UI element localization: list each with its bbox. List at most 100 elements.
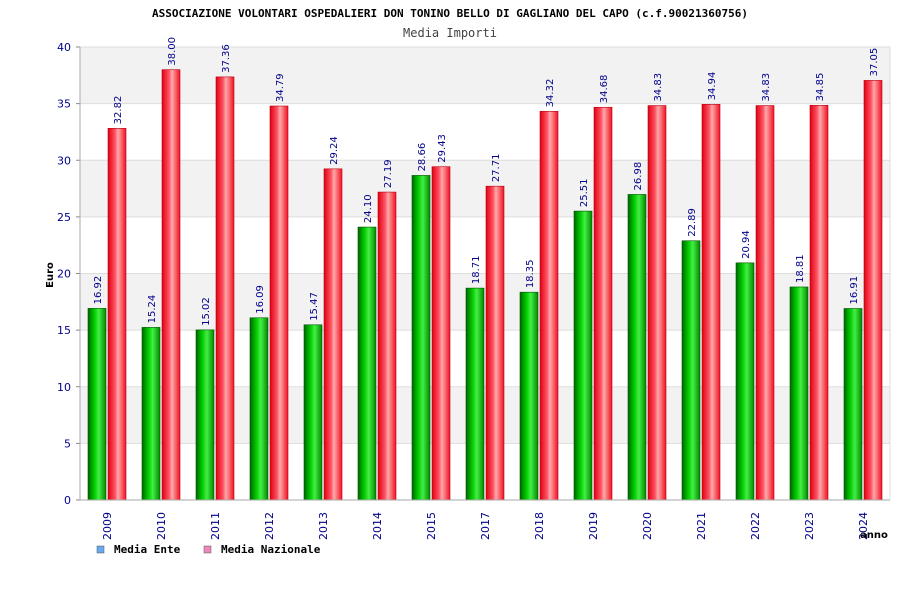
data-label: 29.43 — [437, 134, 448, 163]
data-label: 18.71 — [471, 255, 482, 284]
bar-media-nazionale — [593, 106, 613, 501]
bars — [87, 69, 883, 501]
bar-media-ente — [789, 286, 809, 501]
data-label: 34.32 — [545, 79, 556, 108]
data-label: 27.71 — [491, 154, 502, 183]
bar-media-nazionale — [377, 191, 397, 501]
x-tick-label: 2022 — [749, 512, 762, 540]
data-label: 25.51 — [579, 178, 590, 207]
bar-media-ente — [465, 287, 485, 501]
y-tick-label: 20 — [57, 268, 71, 281]
bar-media-nazionale — [431, 166, 451, 501]
grid-bands — [80, 47, 890, 444]
bar-media-nazionale — [863, 80, 883, 501]
bar-media-ente — [681, 240, 701, 501]
data-label: 15.47 — [309, 292, 320, 321]
data-label: 34.68 — [599, 75, 610, 104]
x-tick-label: 2013 — [317, 512, 330, 540]
bar-media-nazionale — [161, 69, 181, 501]
tick-labels: 0 5 10 15 20 25 30 35 40 2009 2010 2011 2012 2013 2014… — [57, 41, 870, 540]
y-axis-label: Euro — [45, 262, 56, 288]
x-tick-label: 2012 — [263, 512, 276, 540]
bar-media-ente — [195, 329, 215, 501]
x-tick-label: 2021 — [695, 512, 708, 540]
data-label: 37.36 — [221, 44, 232, 73]
bar-media-ente — [411, 175, 431, 501]
data-label: 28.66 — [417, 143, 428, 172]
bar-media-ente — [573, 210, 593, 501]
data-label: 18.81 — [795, 254, 806, 283]
bar-media-ente — [627, 194, 647, 501]
grid-band — [80, 273, 890, 331]
data-label: 34.94 — [707, 72, 718, 101]
grid-band — [80, 386, 890, 444]
bar-media-nazionale — [539, 111, 559, 501]
x-tick-label: 2014 — [371, 512, 384, 540]
y-tick-label: 35 — [57, 98, 71, 111]
bar-media-ente — [357, 226, 377, 501]
x-tick-label: 2019 — [587, 512, 600, 540]
data-label: 34.83 — [653, 73, 664, 102]
x-tick-label: 2020 — [641, 512, 654, 540]
bar-media-nazionale — [755, 105, 775, 501]
legend-swatch-nazionale — [203, 545, 212, 554]
bar-media-nazionale — [647, 105, 667, 501]
data-label: 16.09 — [255, 285, 266, 314]
x-tick-label: 2015 — [425, 512, 438, 540]
x-tick-label: 2024 — [857, 512, 870, 540]
grid-band — [80, 47, 890, 104]
bar-media-ente — [843, 308, 863, 501]
data-label: 34.85 — [815, 73, 826, 102]
data-label: 15.24 — [147, 295, 158, 324]
chart-title: ASSOCIAZIONE VOLONTARI OSPEDALIERI DON T… — [152, 7, 748, 20]
data-label: 20.94 — [741, 230, 752, 259]
data-label: 29.24 — [329, 136, 340, 165]
data-label: 16.92 — [93, 276, 104, 305]
data-label: 37.05 — [869, 48, 880, 77]
bar-media-nazionale — [269, 105, 289, 501]
data-label: 22.89 — [687, 208, 698, 237]
bar-media-ente — [249, 317, 269, 501]
x-axis-label: anno — [860, 530, 888, 541]
data-label: 38.00 — [167, 37, 178, 66]
bar-media-ente — [519, 291, 539, 501]
data-label: 27.19 — [383, 159, 394, 188]
data-label: 34.79 — [275, 73, 286, 102]
data-label: 15.02 — [201, 297, 212, 326]
x-tick-label: 2011 — [209, 512, 222, 540]
axes — [76, 46, 891, 501]
data-label: 32.82 — [113, 96, 124, 125]
bar-media-nazionale — [107, 128, 127, 501]
x-tick-label: 2018 — [533, 512, 546, 540]
value-labels: 16.92 32.82 15.24 38.00 15.02 37.36 16.09 34.79… — [93, 37, 880, 326]
y-tick-label: 15 — [57, 324, 71, 337]
bar-media-ente — [141, 327, 161, 501]
bar-media-nazionale — [323, 168, 343, 501]
y-tick-label: 5 — [64, 437, 71, 450]
data-label: 18.35 — [525, 260, 536, 289]
bar-media-ente — [303, 324, 323, 501]
y-tick-label: 40 — [57, 41, 71, 54]
legend-label-ente: Media Ente — [114, 543, 181, 556]
y-tick-label: 0 — [64, 494, 71, 507]
data-label: 16.91 — [849, 276, 860, 305]
x-tick-label: 2023 — [803, 512, 816, 540]
y-tick-label: 10 — [57, 381, 71, 394]
grid-band — [80, 160, 890, 217]
bar-media-ente — [735, 262, 755, 501]
legend: Media Ente Media Nazionale — [96, 543, 321, 556]
legend-label-nazionale: Media Nazionale — [221, 543, 321, 556]
data-label: 34.83 — [761, 73, 772, 102]
x-tick-label: 2010 — [155, 512, 168, 540]
bar-media-nazionale — [809, 105, 829, 501]
y-tick-label: 30 — [57, 154, 71, 167]
y-tick-label: 25 — [57, 211, 71, 224]
bar-media-nazionale — [485, 185, 505, 501]
chart-subtitle: Media Importi — [403, 26, 497, 40]
bar-media-nazionale — [215, 76, 235, 501]
x-tick-label: 2009 — [101, 512, 114, 540]
x-tick-label: 2017 — [479, 512, 492, 540]
bar-media-ente — [87, 308, 107, 501]
bar-media-nazionale — [701, 104, 721, 501]
